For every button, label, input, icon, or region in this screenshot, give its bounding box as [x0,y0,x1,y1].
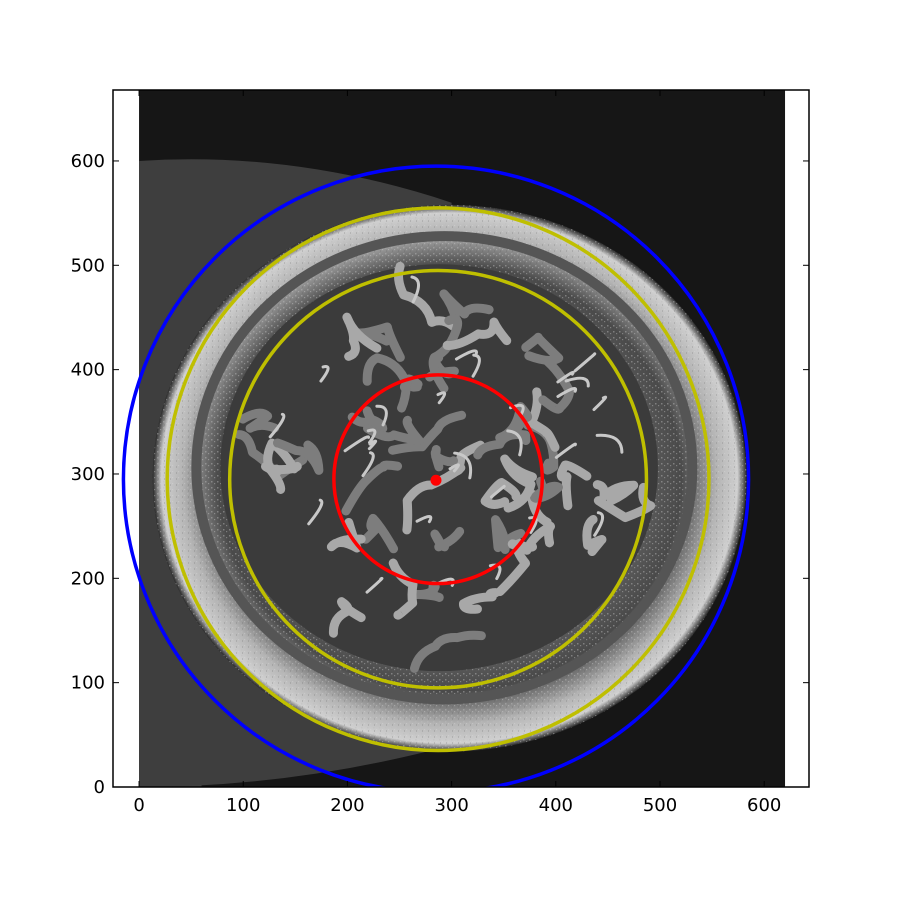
scan-gyrus [473,430,531,460]
scan-gyrus-highlight [564,376,590,388]
center-point-marker [430,474,442,486]
scan-gyrus-highlight [454,349,478,361]
x-tick-label: 0 [133,795,144,816]
scan-gyrus [593,482,656,523]
scan-gyrus-highlight [506,429,523,457]
scan-gyrus [408,580,444,602]
scan-skull-inner [191,231,698,705]
scan-gyrus-highlight [365,576,384,594]
scan-gyrus-highlight [410,275,421,304]
scan-gyrus [556,460,592,511]
scan-gyrus-highlight [319,365,330,383]
scan-gyrus [354,322,405,362]
scan-gyrus-highlight [573,352,597,373]
scan-gyrus-highlight [595,433,624,454]
scan-gyrus [238,408,280,433]
scan-gyrus-highlight [361,451,375,478]
scan-gyrus-highlight [307,498,324,526]
scan-gyrus [491,515,526,554]
scan-gyrus [328,597,366,638]
y-tick-label: 300 [71,464,105,485]
scan-gyrus [361,513,399,554]
center-point-layer [430,474,442,486]
x-tick-label: 500 [643,795,677,816]
yellow-inner-circle [227,268,649,690]
scan-gyrus-highlight [556,387,578,398]
scan-gyrus [458,588,501,614]
y-axis-ticks: 0 100 200 300 400 500 600 [71,151,809,798]
scan-gyrus [500,454,537,513]
scan-gyrus-highlight [343,435,371,453]
scan-gyrus [362,353,412,413]
scan-gyrus [363,415,424,446]
scan-gyrus [388,410,467,455]
scan-gyri-highlight [268,275,624,594]
scan-gyrus [263,438,299,494]
y-tick-label: 600 [71,151,105,172]
scan-gyrus [480,478,521,509]
scan-gyrus-highlight [528,516,538,534]
scan-gyrus [394,261,458,331]
scan-gyrus [430,526,465,552]
scan-gyrus-highlight [366,428,377,445]
scan-gyrus-highlight [471,353,481,378]
x-axis-ticks: 0 100 200 300 400 500 600 [133,90,781,816]
scan-gyri [234,261,656,673]
scan-gyrus [439,289,494,324]
scan-gyrus-highlight [268,412,286,439]
x-tick-label: 100 [226,795,260,816]
y-tick-label: 200 [71,568,105,589]
y-tick-label: 500 [71,255,105,276]
scan-gyrus-highlight [375,404,388,427]
red-inner-circle [332,373,545,586]
x-tick-label: 300 [434,795,468,816]
plot-area [113,90,809,787]
scan-gyrus-highlight [488,563,502,581]
scan-gyrus [526,387,560,452]
scan-gyrus [530,476,563,503]
x-tick-label: 400 [539,795,573,816]
scan-gyrus-highlight [436,391,447,405]
scan-gyrus [592,480,639,506]
scan-gyrus [347,406,388,434]
scan-gyrus-highlight [554,442,578,459]
scan-gyrus [342,312,382,361]
scan-gyrus-highlight [453,451,473,480]
scan-gyrus-highlight [593,511,605,537]
scan-gyrus-highlight [367,439,378,451]
scan-gyrus [582,514,607,556]
scan-gyrus [409,630,486,673]
y-tick-label: 400 [71,360,105,381]
x-tick-label: 600 [747,795,781,816]
mri-scan-image [139,90,786,787]
axes-frame [112,89,810,788]
scan-gyrus [538,357,575,414]
y-tick-label: 0 [94,777,105,798]
scan-gyrus [272,438,324,475]
scan-gyrus-highlight [448,463,460,473]
scan-gyrus [402,463,466,535]
scan-gyrus-highlight [592,395,608,412]
scan-gyrus [326,517,366,553]
scan-gyrus [341,460,403,516]
circle-overlays [121,164,751,787]
yellow-outer-circle [165,206,711,753]
y-tick-label: 100 [71,673,105,694]
scan-gyrus [442,317,512,350]
scan-gyrus-highlight [556,370,575,384]
outer-circle [121,164,751,787]
scan-gyrus-highlight [489,484,506,499]
scan-gyrus [430,445,459,472]
scan-gyrus-highlight [415,514,433,524]
scan-gyrus [507,521,556,555]
x-tick-label: 200 [330,795,364,816]
